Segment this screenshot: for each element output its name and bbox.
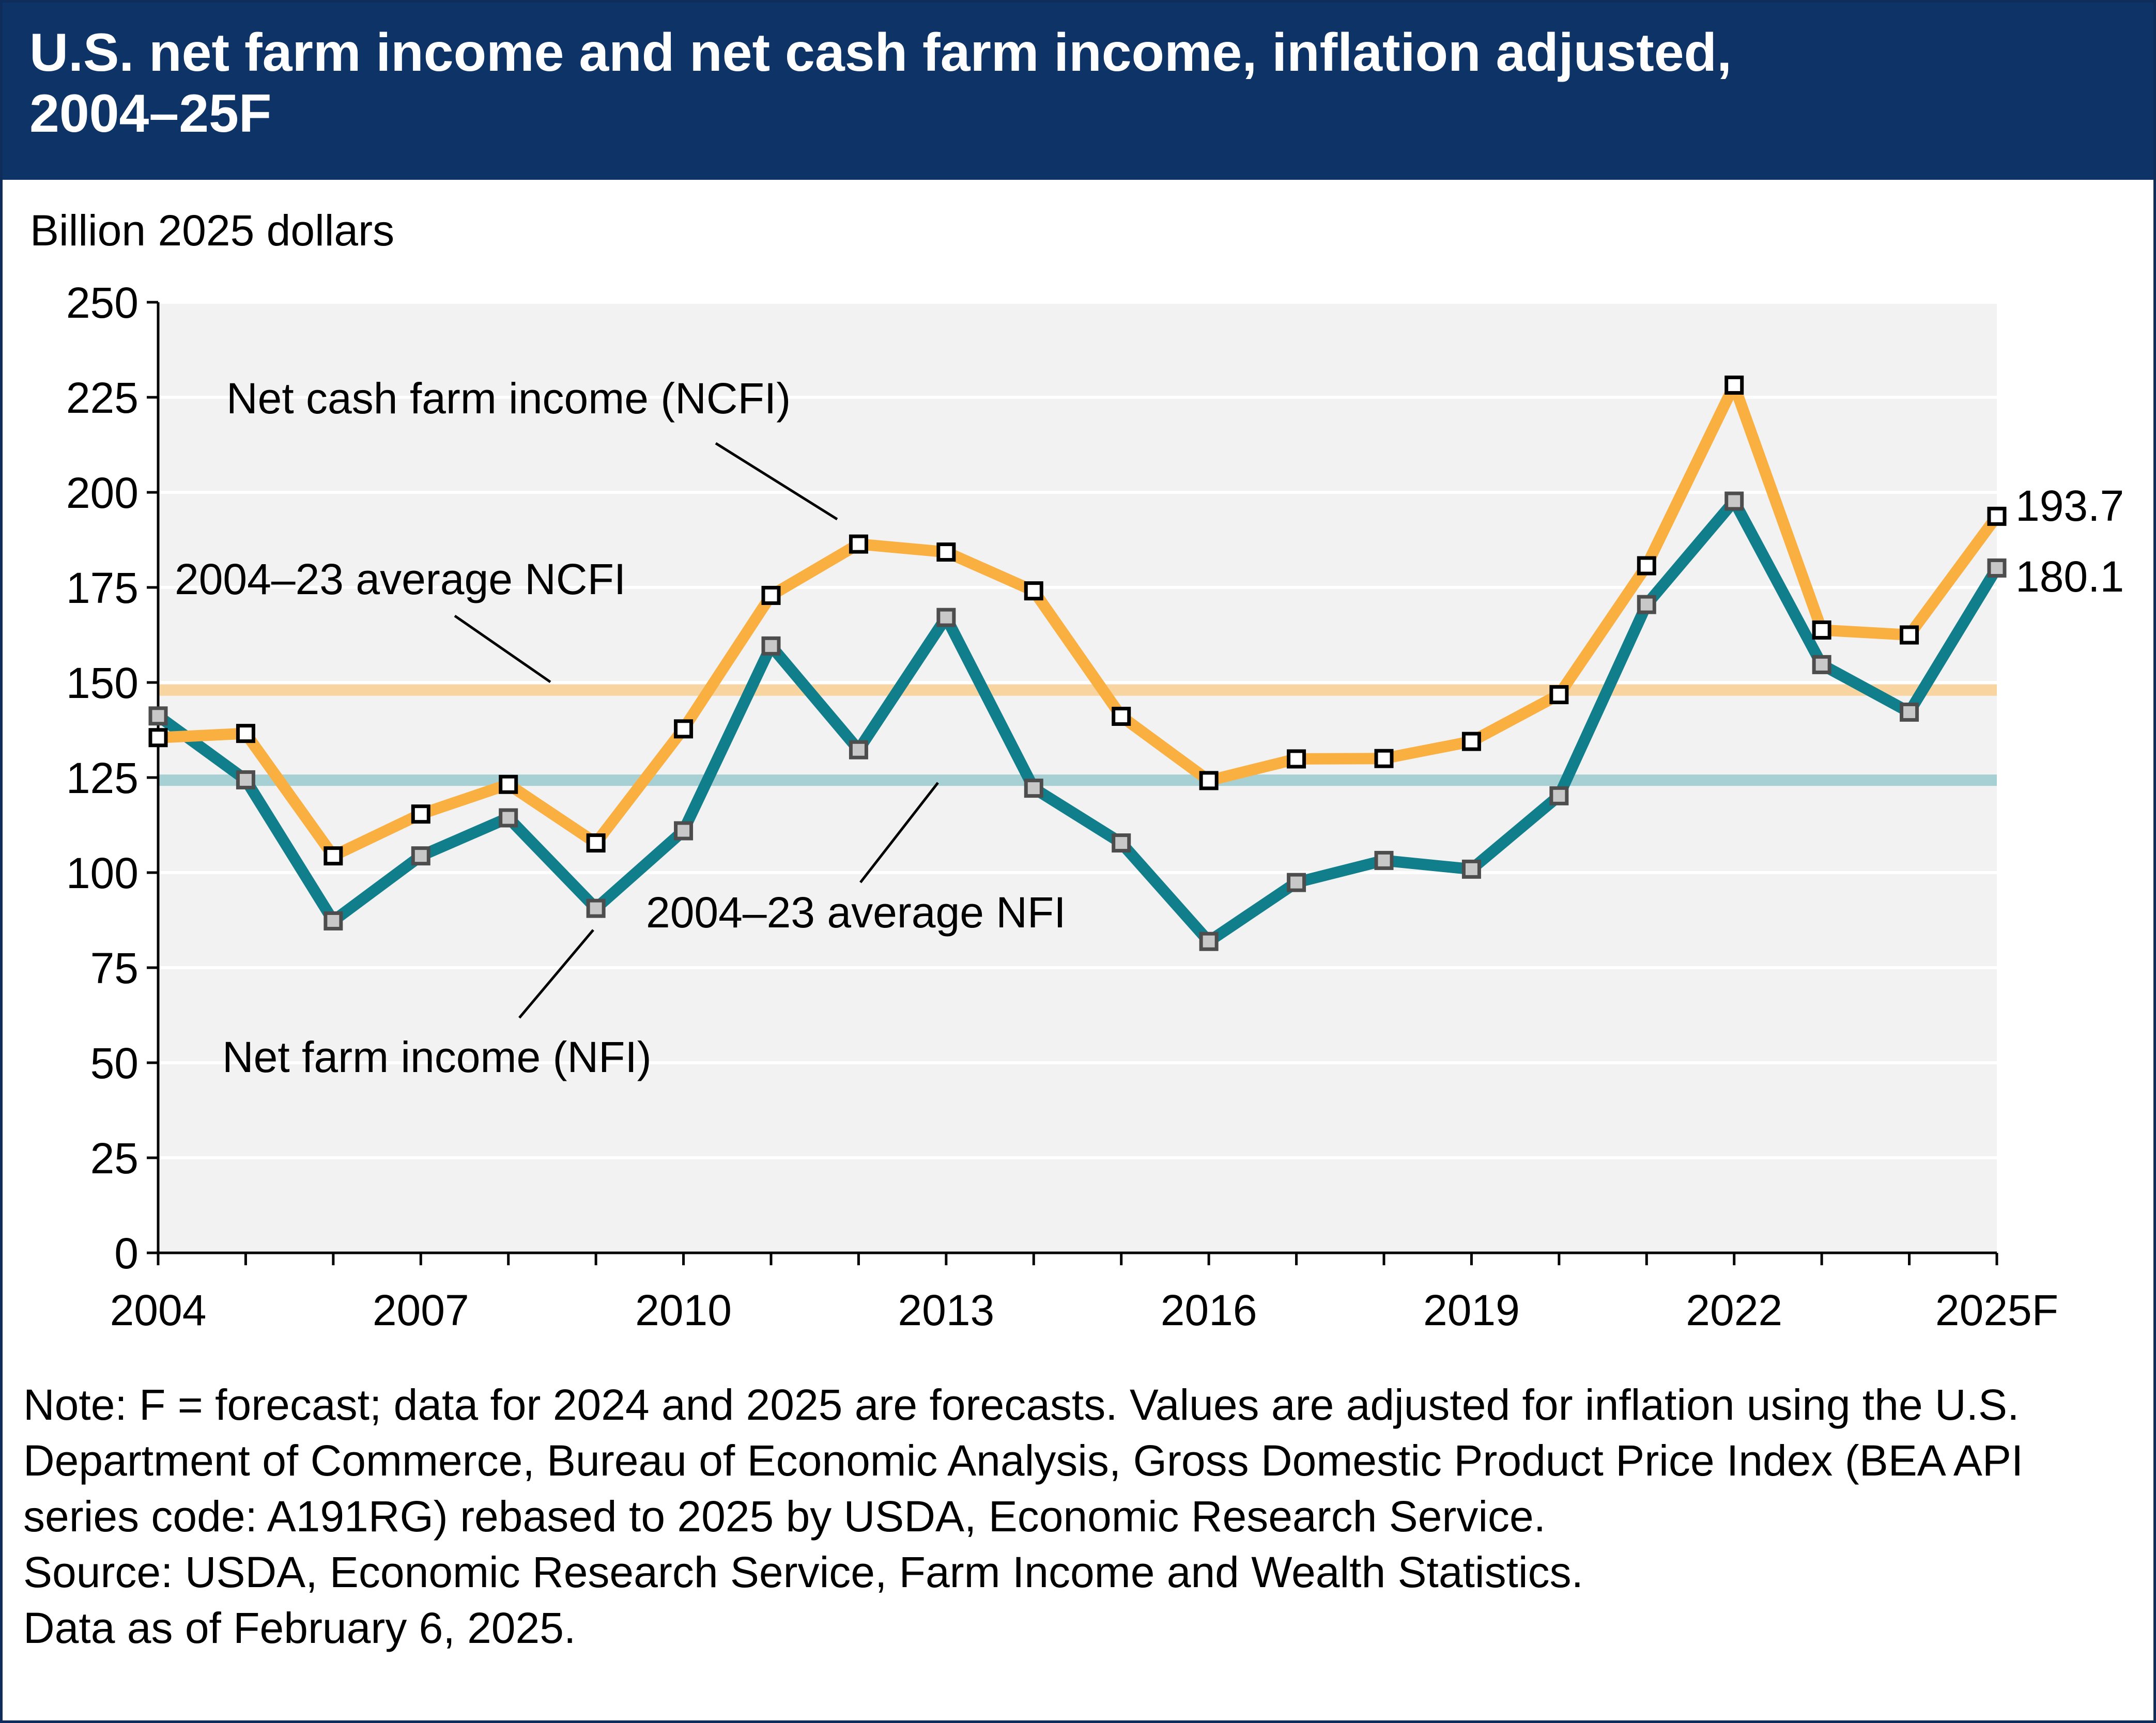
x-tick-label: 2007: [373, 1286, 469, 1334]
x-tick-label: 2025F: [1935, 1286, 2058, 1334]
ncfi-point: [761, 585, 781, 605]
ncfi-point: [1637, 556, 1656, 576]
ncfi-point: [1287, 749, 1306, 769]
nfi-point: [1549, 786, 1569, 805]
nfi-series-label: Net farm income (NFI): [222, 1033, 652, 1081]
y-tick-label: 125: [66, 754, 138, 802]
ncfi-point: [674, 719, 694, 739]
x-tick-label: 2016: [1161, 1286, 1257, 1334]
ncfi-point: [1374, 749, 1394, 768]
nfi-line: [155, 495, 2002, 948]
nfi-point: [849, 740, 868, 759]
y-tick-label: 25: [90, 1134, 138, 1183]
chart-source: Source: USDA, Economic Research Service,…: [23, 1548, 1583, 1596]
nfi-average-label: 2004–23 average NFI: [646, 888, 1066, 937]
ncfi-average-leader-line: [454, 614, 551, 684]
chart-note: Note: F = forecast; data for 2024 and 20…: [23, 1380, 2024, 1541]
title-bar: U.S. net farm income and net cash farm i…: [3, 3, 2153, 180]
chart-title: U.S. net farm income and net cash farm i…: [29, 23, 1732, 144]
y-tick-label: 100: [66, 849, 138, 897]
ncfi-point: [499, 774, 518, 794]
nfi-point: [1461, 859, 1481, 879]
y-tick-label: 250: [66, 278, 138, 327]
nfi-point: [1374, 850, 1394, 870]
average-lines: [158, 684, 1997, 786]
axes: 0 25 50 75 100 125 150 175 200 225 250 2004 2007 2010…: [66, 278, 2058, 1334]
y-tick-label: 175: [66, 564, 138, 612]
y-tick-label: 150: [66, 659, 138, 707]
nfi-point: [1724, 491, 1744, 511]
data-date: Data as of February 6, 2025.: [23, 1604, 576, 1652]
ncfi-point: [411, 804, 430, 824]
ncfi-end-value-label: 193.7: [2015, 482, 2124, 530]
ncfi-point: [849, 534, 868, 554]
nfi-point: [324, 911, 343, 930]
y-tick-label: 0: [114, 1229, 138, 1278]
x-tick-label: 2022: [1686, 1286, 1782, 1334]
y-tick-label: 225: [66, 374, 138, 422]
ncfi-point: [1900, 625, 1919, 645]
grid-lines: [158, 301, 1997, 1159]
nfi-point: [1812, 655, 1831, 674]
ncfi-point: [236, 724, 255, 743]
y-axis-label: Billion 2025 dollars: [30, 206, 394, 255]
nfi-point: [674, 821, 694, 841]
ncfi-point: [1724, 375, 1744, 395]
nfi-point: [1637, 595, 1656, 614]
nfi-point: [1287, 873, 1306, 892]
ncfi-average-label: 2004–23 average NCFI: [175, 555, 626, 603]
nfi-point: [1112, 833, 1131, 853]
x-tick-label: 2004: [110, 1286, 207, 1334]
ncfi-point: [586, 833, 606, 853]
x-tick-label: 2010: [635, 1286, 732, 1334]
x-tick-label: 2019: [1423, 1286, 1520, 1334]
y-tick-label: 75: [90, 944, 138, 992]
ncfi-point: [1987, 506, 2007, 526]
y-tick-label: 200: [66, 469, 138, 517]
nfi-leader-line: [518, 929, 594, 1019]
y-tick-label: 50: [90, 1039, 138, 1088]
nfi-average-leader-line: [859, 782, 939, 883]
nfi-point: [1900, 702, 1919, 722]
ncfi-point: [1024, 581, 1043, 601]
footnote-block: Note: F = forecast; data for 2024 and 20…: [23, 1377, 2132, 1656]
x-tick-label: 2013: [898, 1286, 994, 1334]
nfi-point: [761, 636, 781, 656]
ncfi-point: [1812, 620, 1831, 640]
annotations: Billion 2025 dollars Net cash farm incom…: [30, 206, 2124, 1081]
nfi-end-value-label: 180.1: [2015, 552, 2124, 601]
nfi-point: [936, 608, 956, 627]
ncfi-point: [1461, 732, 1481, 751]
nfi-point: [236, 770, 255, 789]
nfi-point: [586, 898, 606, 918]
nfi-point: [1024, 779, 1043, 798]
ncfi-line: [158, 379, 2001, 862]
series-lines: [155, 379, 2002, 948]
nfi-point: [1987, 558, 2007, 578]
ncfi-point: [1549, 685, 1569, 705]
ncfi-point: [324, 846, 343, 866]
ncfi-point: [1112, 707, 1131, 726]
ncfi-series-label: Net cash farm income (NCFI): [226, 374, 791, 423]
nfi-point: [411, 846, 430, 866]
ncfi-point: [148, 728, 168, 748]
ncfi-leader-line: [715, 442, 838, 521]
nfi-point: [1199, 932, 1219, 951]
nfi-point: [499, 808, 518, 828]
series-markers: [148, 375, 2007, 951]
nfi-point: [148, 706, 168, 726]
ncfi-point: [936, 542, 956, 562]
ncfi-point: [1199, 771, 1219, 790]
